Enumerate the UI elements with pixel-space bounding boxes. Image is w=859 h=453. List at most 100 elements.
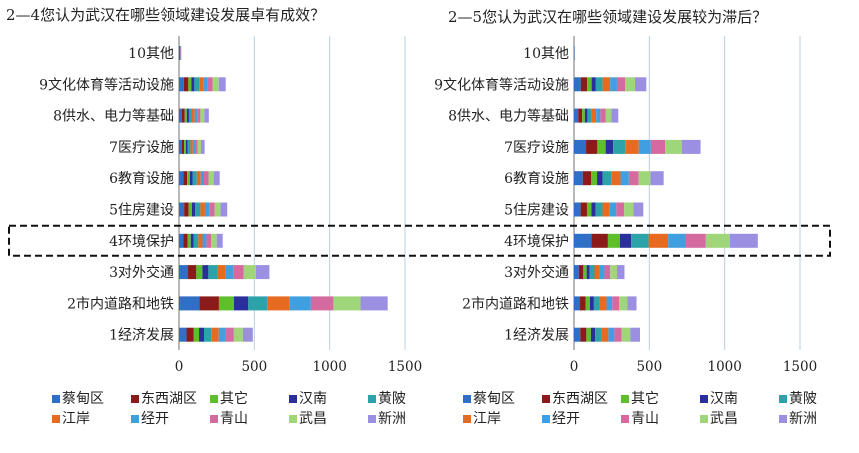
bar-segment [578, 108, 583, 123]
bar-segment [187, 171, 190, 186]
bar-segment [199, 327, 205, 342]
category-label: 8供水、电力等基础 [448, 108, 569, 125]
bar-segment [179, 46, 181, 60]
bar-segment [179, 296, 200, 311]
bar-segment [587, 108, 592, 123]
legend-label: 江岸 [473, 411, 501, 427]
bar-segment [591, 202, 596, 217]
category-label: 7医疗设施 [109, 140, 174, 156]
legend-swatch [700, 415, 708, 423]
bar-segment [591, 77, 596, 92]
bar-segment [181, 139, 185, 154]
bar-segment [648, 233, 669, 248]
legend-label: 汉南 [299, 391, 327, 407]
bar-segment [179, 108, 183, 123]
bar-segment [202, 265, 209, 280]
bar-segment [194, 77, 200, 92]
bar-segment [179, 46, 180, 60]
bar-segment [597, 139, 606, 154]
bar-segment [360, 296, 388, 311]
bar-segment [589, 265, 595, 280]
legend-label: 新洲 [378, 411, 406, 427]
bar-segment [601, 327, 609, 342]
legend-swatch [52, 395, 60, 403]
legend-swatch [131, 415, 139, 423]
legend-swatch [700, 395, 708, 403]
bar-segment [243, 265, 256, 280]
highlight-box [8, 224, 831, 257]
bar-segment [631, 233, 649, 248]
bar-segment [196, 171, 201, 186]
legend-label: 武昌 [299, 411, 327, 427]
bar-segment [591, 233, 608, 248]
bar-segment [185, 139, 188, 154]
bar-segment [248, 296, 268, 311]
bar-segment [179, 202, 185, 217]
bar-segment [605, 108, 612, 123]
legend-swatch [289, 395, 297, 403]
bar-segment [179, 265, 189, 280]
bar-segment [580, 77, 588, 92]
bar-segment [191, 77, 195, 92]
bar-segment [605, 139, 614, 154]
bar-segment [184, 108, 187, 123]
legend-swatch [52, 415, 60, 423]
bar-segment [596, 108, 601, 123]
bar-segment [600, 108, 606, 123]
bar-segment [217, 265, 226, 280]
bar-segment [602, 202, 610, 217]
bar-segment [225, 265, 234, 280]
bar-segment [611, 108, 619, 123]
category-label: 9文化体育等活动设施 [434, 76, 569, 93]
bar-segment [580, 327, 587, 342]
legend-swatch [463, 395, 471, 403]
bar-segment [208, 265, 218, 280]
bar-segment [179, 233, 184, 248]
bar-segment [685, 233, 706, 248]
bar-segment [586, 265, 590, 280]
legend-swatch [131, 395, 139, 403]
bar-segment [665, 139, 682, 154]
bar-segment [595, 327, 602, 342]
bar-segment [619, 233, 632, 248]
bar-segment [595, 202, 603, 217]
bar-segment [212, 77, 219, 92]
bar-segment [192, 171, 197, 186]
bar-segment [586, 202, 592, 217]
bar-segment [610, 265, 617, 280]
bar-segment [628, 171, 639, 186]
bar-segment [187, 233, 191, 248]
bar-segment [599, 296, 607, 311]
bar-segment [583, 265, 587, 280]
legend-label: 其它 [220, 390, 248, 407]
category-label: 6教育设施 [504, 171, 569, 187]
bar-segment [574, 327, 581, 342]
bar-segment [213, 171, 220, 186]
bar-segment [587, 77, 592, 92]
bar-segment [584, 108, 588, 123]
bar-segment [186, 327, 194, 342]
bar-segment [289, 296, 311, 311]
bar-segment [638, 139, 651, 154]
category-label: 3对外交通 [109, 264, 174, 281]
legend-swatch [779, 395, 787, 403]
bar-segment [189, 171, 193, 186]
bar-segment [619, 296, 628, 311]
legend-label: 东西湖区 [552, 391, 608, 407]
bar-segment [624, 202, 634, 217]
legend-label: 经开 [552, 411, 580, 427]
bar-segment [211, 327, 219, 342]
bar-segment [668, 233, 686, 248]
bar-segment [255, 265, 270, 280]
bar-segment [590, 327, 596, 342]
bar-segment [589, 296, 594, 311]
category-label: 7医疗设施 [504, 140, 569, 156]
category-label: 6教育设施 [109, 171, 174, 187]
bar-segment [183, 171, 188, 186]
bar-segment [190, 233, 194, 248]
bar-segment [597, 171, 603, 186]
bar-segment [582, 108, 585, 123]
bar-segment [184, 202, 189, 217]
x-tick-label: 500 [636, 359, 662, 375]
x-tick-label: 1000 [312, 359, 346, 375]
